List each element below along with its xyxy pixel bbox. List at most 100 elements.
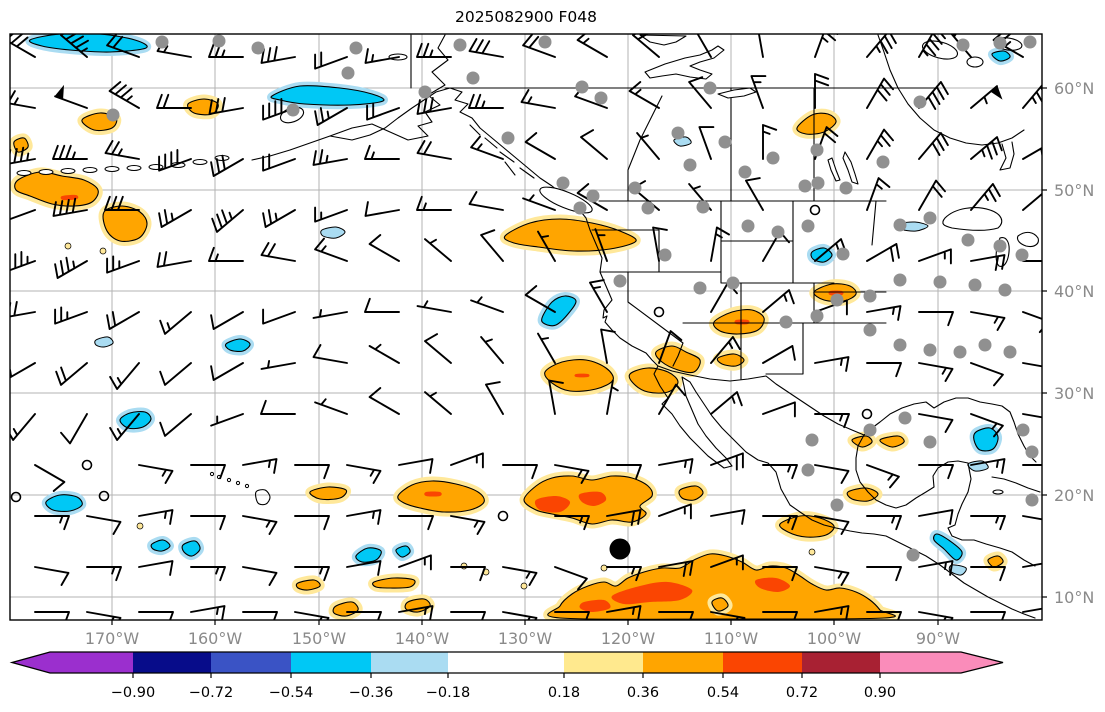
wind-barb [480, 336, 504, 364]
station-dot [693, 281, 707, 295]
wind-barb [658, 560, 694, 577]
wind-barb [190, 515, 226, 531]
wind-barb [138, 560, 174, 576]
wind-barb [866, 243, 900, 262]
colorbar-tick-label: 0.90 [864, 685, 896, 701]
wind-barb [658, 458, 694, 474]
wind-barb [658, 330, 683, 364]
coastline-cuba [991, 476, 1041, 493]
wind-barb [294, 464, 330, 480]
aleutian-island-icon [192, 159, 208, 165]
station-dot [893, 338, 907, 352]
wind-barb [468, 191, 504, 211]
wind-barb [294, 566, 330, 582]
lon-label: 150°W [292, 629, 347, 648]
wind-barb [866, 362, 902, 378]
wind-barb [86, 611, 122, 620]
wind-barb [208, 246, 244, 262]
wind-barb [210, 362, 244, 381]
station-dot [212, 34, 226, 48]
lon-label: 100°W [807, 629, 862, 648]
wind-barb [450, 566, 486, 582]
colorbar-segment [448, 652, 564, 673]
contour-negative-light [948, 564, 967, 576]
wind-barb [262, 98, 296, 121]
colorbar-tick-label: 0.18 [548, 685, 580, 701]
contour-positive [372, 577, 416, 589]
station-dot [538, 35, 552, 49]
wind-barb [970, 85, 998, 109]
wind-barb [108, 81, 140, 109]
wind-barb [210, 154, 244, 177]
wind-barb [970, 362, 1004, 387]
station-dot [1025, 493, 1039, 507]
wind-barb [346, 611, 382, 620]
wind-barb [1022, 562, 1042, 568]
wind-barb [54, 306, 88, 325]
wind-barb [158, 149, 192, 172]
wind-barb [866, 177, 891, 211]
contour-negative [395, 545, 411, 558]
contour-yellow-dot [600, 564, 608, 572]
wind-barb [262, 153, 296, 172]
contour-yellow-dot [99, 247, 107, 255]
wind-barb [918, 362, 954, 382]
wind-barb [970, 458, 1006, 474]
contour-core [60, 194, 79, 201]
wind-barb [368, 387, 400, 415]
wind-barb-pennant [951, 34, 957, 38]
colorbar-tick-label: 0.72 [786, 685, 818, 701]
wind-barb [260, 45, 296, 64]
contour-core [534, 495, 571, 513]
wind-barb [710, 452, 744, 471]
wind-barb [364, 201, 400, 217]
contour-core [424, 491, 442, 497]
lon-label: 120°W [601, 629, 656, 648]
contour-positive [678, 485, 704, 501]
wind-barb [502, 464, 538, 480]
arctic-island-icon [966, 56, 984, 68]
wind-barb [522, 34, 556, 58]
wind-barb [762, 401, 796, 418]
station-dot [923, 343, 937, 357]
wind-barb [866, 611, 902, 620]
contour-negative [933, 533, 963, 561]
colorbar-tick-label: −0.36 [349, 685, 393, 701]
wind-barb [524, 132, 556, 160]
wind-barb [104, 195, 140, 211]
wind-barb [10, 413, 36, 441]
wind-barb [918, 34, 946, 58]
wind-barb [468, 93, 504, 109]
wind-barb [866, 515, 902, 531]
calm-circle-icon [861, 408, 873, 420]
lat-label: 60°N [1054, 79, 1094, 98]
border-canada-provinces [410, 34, 939, 202]
wind-barb [159, 311, 192, 335]
wind-barb [814, 73, 830, 109]
wind-barb [762, 345, 796, 364]
station-dot [155, 35, 169, 49]
wind-barb [416, 300, 452, 313]
colorbar-segment [133, 652, 211, 673]
wind-barb [364, 144, 400, 160]
wind-barb [138, 464, 174, 484]
colorbar-tick-label: −0.18 [426, 685, 470, 701]
wind-barb [710, 554, 744, 571]
wind-barb [450, 452, 484, 469]
wind-barb [86, 515, 122, 535]
wind-barb [866, 34, 897, 58]
wind-barb [1022, 413, 1042, 419]
wind-barb [346, 464, 382, 484]
wind-barb [104, 140, 140, 160]
wind-barb [589, 279, 608, 313]
coastline-alaska-south [329, 87, 579, 209]
wind-barb [314, 51, 348, 70]
contour-negative [150, 539, 171, 552]
wind-barb [866, 464, 900, 489]
contour-yellow-dot [460, 562, 468, 570]
wind-barb [106, 34, 140, 58]
wind-barb [918, 179, 946, 211]
colorbar-tick-label: −0.90 [111, 685, 155, 701]
wind-barb [537, 230, 556, 262]
wind-barb [814, 464, 850, 484]
